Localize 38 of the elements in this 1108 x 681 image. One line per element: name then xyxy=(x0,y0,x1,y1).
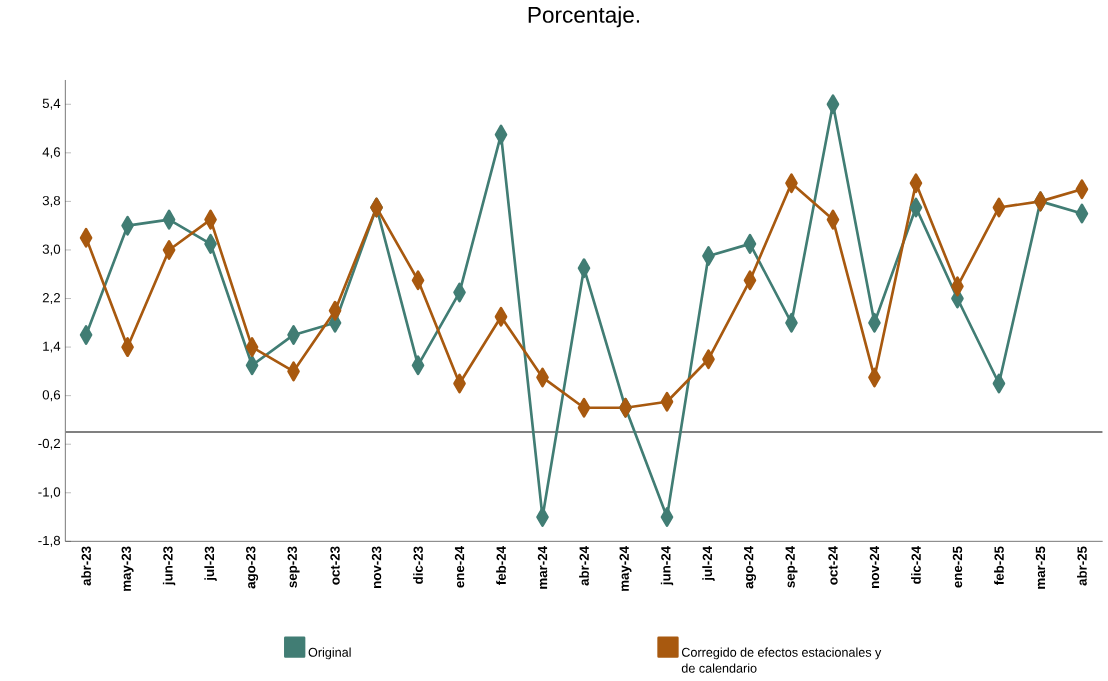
y-tick-label: 2,2 xyxy=(42,292,60,304)
x-tick-label: nov-23 xyxy=(371,546,382,588)
x-tick-label: abr-25 xyxy=(1077,546,1087,586)
legend-label: Corregido de efectos estacionales y de calendario xyxy=(681,647,882,673)
x-tick-label: dic-23 xyxy=(413,546,423,584)
x-tick-label: may-24 xyxy=(619,545,632,591)
y-tick-label: -1,8 xyxy=(38,535,61,547)
x-tick-label: jun-23 xyxy=(162,546,176,586)
y-tick-label: 1,4 xyxy=(43,341,61,353)
y-tick-label: 3,0 xyxy=(42,244,61,256)
x-tick-label: nov-24 xyxy=(869,545,880,588)
x-tick-label: jul-23 xyxy=(204,546,217,581)
y-tick-label: -1,0 xyxy=(38,487,61,499)
x-tick-label: sep-23 xyxy=(287,546,300,588)
x-tick-label: ago-23 xyxy=(246,546,259,589)
x-tick-label: mar-25 xyxy=(1035,546,1046,589)
y-tick-label: 4,6 xyxy=(42,147,61,159)
x-tick-label: jul-24 xyxy=(702,545,715,581)
x-tick-label: feb-25 xyxy=(994,546,1004,585)
x-tick-label: mar-24 xyxy=(537,545,548,589)
y-tick-label: 5,4 xyxy=(42,98,61,110)
y-tick-label: -0,2 xyxy=(38,438,60,450)
x-tick-label: jun-24 xyxy=(660,545,674,586)
x-tick-label: sep-24 xyxy=(785,545,798,588)
x-tick-label: oct-24 xyxy=(828,545,838,585)
x-tick-label: ene-24 xyxy=(454,545,465,588)
x-tick-label: oct-23 xyxy=(330,546,340,585)
x-tick-label: ene-25 xyxy=(952,546,963,588)
legend-label: Original xyxy=(308,647,351,660)
x-tick-label: abr-23 xyxy=(81,546,91,586)
x-tick-label: ago-24 xyxy=(743,545,757,589)
y-tick-label: 3,8 xyxy=(42,195,61,207)
x-tick-label: abr-24 xyxy=(579,545,589,586)
x-tick-label: feb-24 xyxy=(496,545,506,585)
y-tick-label: 0,6 xyxy=(42,390,61,401)
x-tick-label: may-23 xyxy=(121,546,134,591)
chart-title: Porcentaje. xyxy=(528,6,640,28)
x-tick-label: dic-24 xyxy=(911,545,921,584)
